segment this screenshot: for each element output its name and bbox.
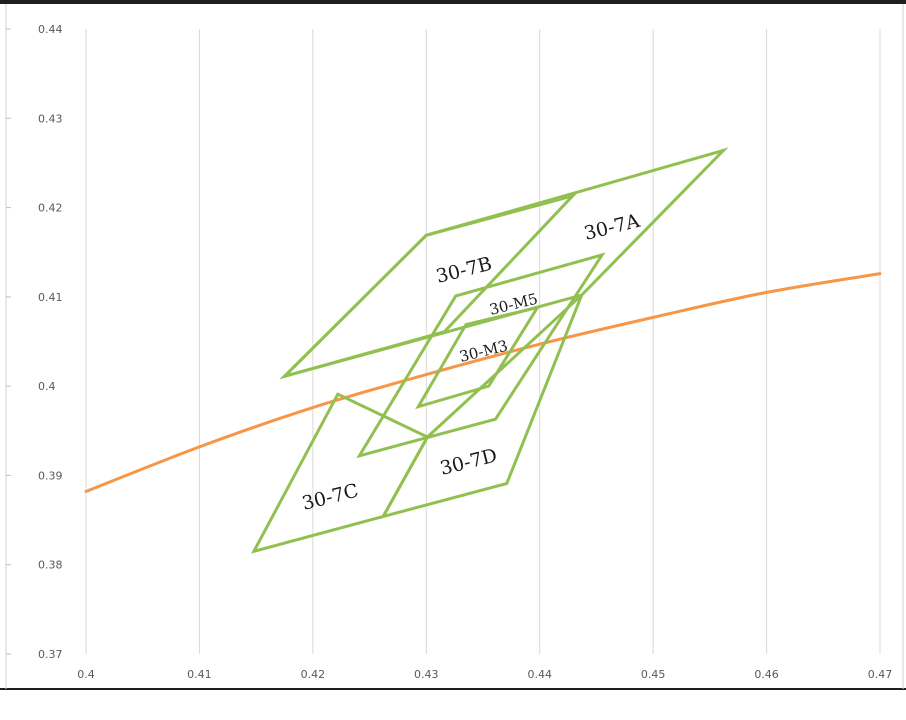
- y-tick-label-5: 0.42: [38, 202, 63, 215]
- region-label-30-7B: 30-7B: [434, 253, 494, 288]
- region-outline-30-7D: [380, 293, 584, 519]
- x-tick-label-3: 0.43: [414, 668, 439, 681]
- region-outline-30-M5: [356, 252, 606, 459]
- x-tick-label-0: 0.4: [77, 668, 95, 681]
- y-tick-label-7: 0.44: [38, 23, 63, 36]
- region-outline-30-M3: [415, 305, 541, 410]
- x-tick-label-4: 0.44: [527, 668, 552, 681]
- x-tick-label-2: 0.42: [301, 668, 326, 681]
- x-tick-label-7: 0.47: [868, 668, 893, 681]
- y-tick-label-1: 0.38: [38, 559, 63, 572]
- y-tick-label-4: 0.41: [38, 291, 63, 304]
- curve-series: [84, 272, 882, 493]
- x-tick-label-1: 0.41: [187, 668, 212, 681]
- region-outline-30-7B: [279, 193, 578, 380]
- region-label-30-M3: 30-M3: [458, 337, 510, 366]
- region-label-30-7A: 30-7A: [582, 210, 642, 245]
- y-tick-label-2: 0.39: [38, 469, 63, 482]
- orange-curve-line: [84, 272, 882, 493]
- top-frame-border: [0, 0, 906, 4]
- region-label-30-7D: 30-7D: [438, 444, 500, 479]
- x-tick-label-6: 0.46: [754, 668, 779, 681]
- y-tick-label-0: 0.37: [38, 648, 63, 661]
- x-tick-label-5: 0.45: [641, 668, 666, 681]
- tick-labels: 0.4 0.41 0.42 0.43 0.44 0.45 0.46 0.47 0.37 0.38 0…: [6, 23, 892, 681]
- region-labels: 30-7A 30-7B 30-7C 30-7D 30-M5 30-M3: [300, 210, 642, 515]
- y-tick-label-3: 0.4: [38, 380, 56, 393]
- y-tick-label-6: 0.43: [38, 112, 63, 125]
- region-label-30-7C: 30-7C: [300, 480, 361, 515]
- region-outlines: [250, 147, 729, 554]
- gridlines: [85, 29, 881, 654]
